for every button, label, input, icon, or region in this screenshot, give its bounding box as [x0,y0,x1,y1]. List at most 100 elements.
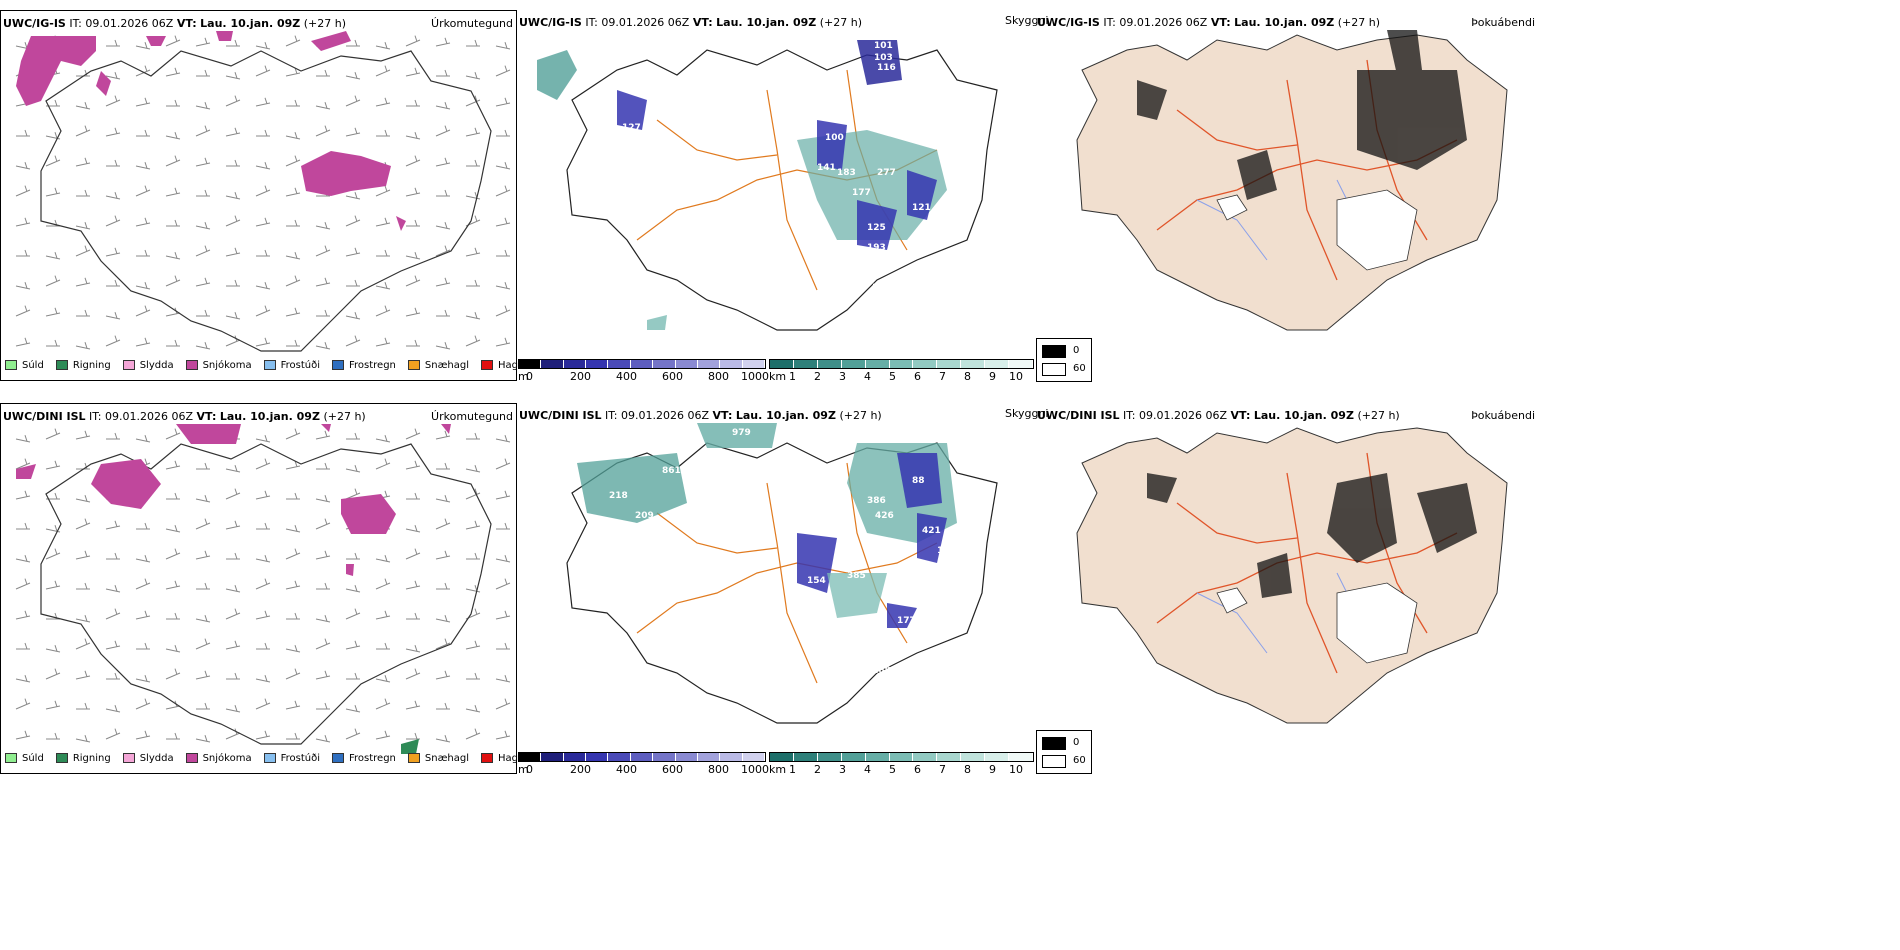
wind-barb [496,249,510,257]
vis-label: 177 [897,616,916,626]
wind-barb [136,129,150,137]
wind-barb [135,555,151,563]
wind-barb [345,72,361,80]
wind-barb [316,702,330,710]
wind-barb [166,492,180,500]
wind-barb [435,495,451,503]
legend-item: Snjókoma [185,753,252,764]
wind-barb [285,428,301,440]
wind-barb [315,495,331,503]
legend-item: Frostregn [332,753,396,764]
wind-barb [435,245,451,257]
wind-barb [105,215,121,227]
wind-barb [135,435,151,443]
wind-barb [406,612,420,620]
precip-type-panel-bottom: UWC/DINI ISL IT: 09.01.2026 06Z VT: Lau.… [0,403,530,774]
visibility-m-ticks: m 0 200 400 600 800 1000 [518,763,769,776]
wind-barb [435,670,451,680]
legend-item: Frostregn [332,360,396,371]
visibility-fields [537,40,947,330]
wind-barb [15,490,31,500]
visibility-map: 979 944 861 218 209 386 426 421 132 154 … [566,423,998,724]
wind-barb [105,312,121,320]
visibility-value-labels: 979 944 861 218 209 386 426 421 132 154 … [609,423,956,676]
vis-label: 193 [867,243,886,253]
vis-label: 132 [937,546,956,556]
wind-barb [135,42,151,50]
visibility-km-ticks: km 1 2 3 4 5 6 7 8 9 10 [769,370,1023,383]
legend-item: Súld [5,753,44,764]
wind-barb [226,552,240,560]
wind-barbs [15,35,511,350]
wind-barb [405,645,421,653]
wind-barb [346,552,360,560]
wind-barb [16,129,30,137]
wind-barb [405,275,421,287]
snow-areas [16,31,406,231]
wind-barb [135,65,151,77]
panel-header: UWC/IG-IS IT: 09.01.2026 06Z VT: Lau. 10… [519,16,863,29]
wind-barb [225,95,241,107]
wind-barb [286,219,300,227]
wind-barb [255,162,271,170]
wind-barb [405,67,421,77]
wind-barb [436,462,450,470]
wind-barb [195,37,211,47]
wind-barb [285,132,301,140]
wind-barb [45,428,61,440]
wind-barb [165,645,181,653]
wind-barb [466,159,480,167]
visibility-m-ticks: m 0 200 400 600 800 1000 [518,370,769,383]
panel-title: Skyggni [1005,407,1049,420]
wind-barb [165,35,181,47]
legend-swatch [5,753,17,763]
wind-barb [285,580,301,590]
wind-barb [436,582,450,590]
legend-swatch [122,753,135,763]
wind-barb [225,465,241,473]
wind-barb [105,640,121,650]
legend-item: Snæhagl [407,360,469,371]
vis-label: 103 [874,53,893,63]
wind-barb [496,642,510,650]
legend-item: Rigning [55,753,111,764]
wind-barb [195,615,211,623]
wind-barb [105,585,121,593]
wind-barb [165,132,181,140]
wind-barb [465,465,481,473]
wind-barb [195,735,211,743]
legend-swatch [263,360,276,370]
wind-barb [75,638,91,650]
legend-item: Haglél [481,753,530,764]
wind-barb [406,219,420,227]
wind-barb [375,698,391,710]
wind-barb [436,702,450,710]
wind-barb [315,125,331,137]
wind-barb [165,155,181,167]
wind-barb [285,700,301,710]
wind-barb [495,698,511,710]
vis-label: 183 [837,168,856,178]
wind-barb [255,610,271,620]
wind-barb [195,495,211,503]
wind-barb [285,307,301,317]
wind-barb [495,578,511,590]
wind-barb [376,249,390,257]
wind-barb [105,127,121,137]
wind-barb [375,305,391,317]
wind-barb [315,550,331,560]
wind-barb [286,612,300,620]
wind-barb [256,129,270,137]
wind-barb [225,312,241,320]
wind-barb [165,187,181,197]
wind-barb [45,580,61,590]
wind-barb [255,730,271,740]
wind-barb [315,277,331,287]
wind-barb [345,215,361,227]
wind-barb [105,72,121,80]
wind-barb [196,702,210,710]
wind-barb [135,217,151,227]
wind-barb [15,610,31,620]
wind-barb [76,309,90,317]
wind-barb [466,432,480,440]
